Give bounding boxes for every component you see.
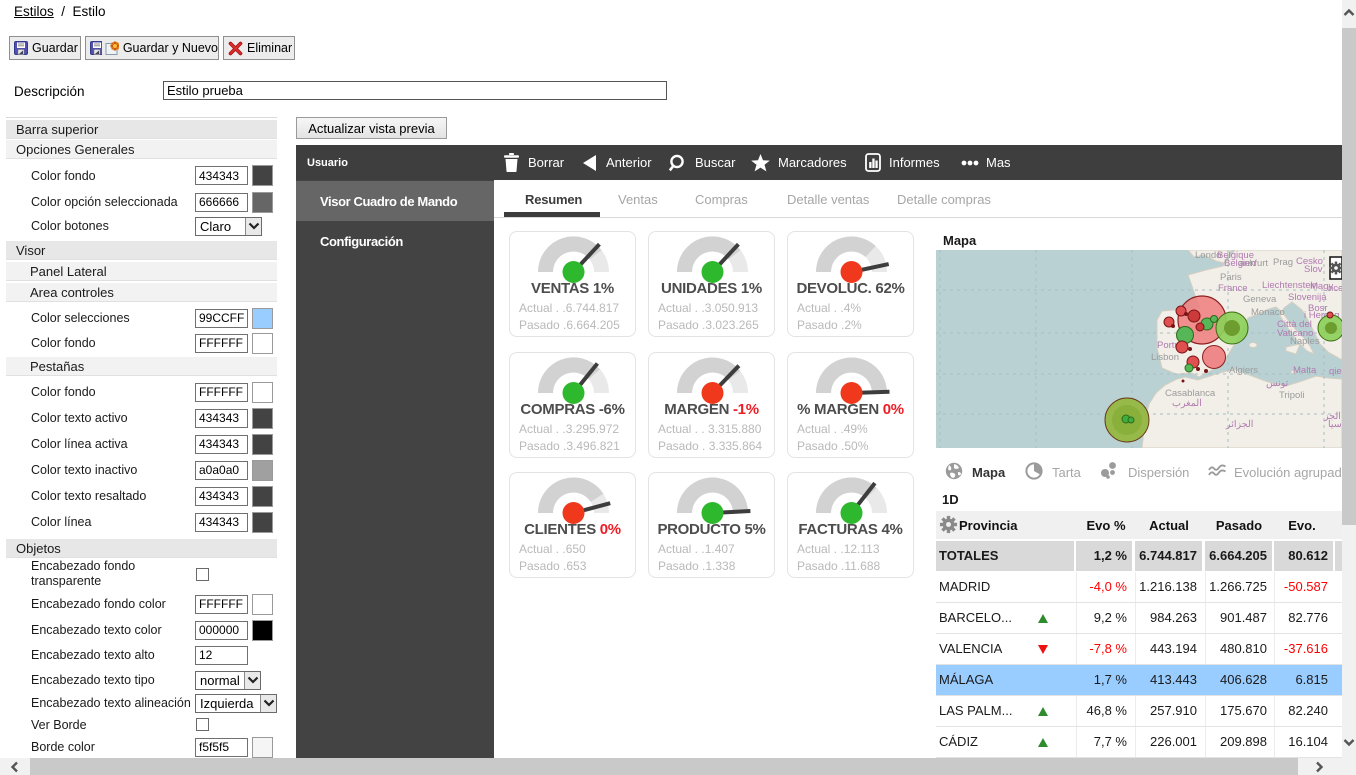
svg-text:Portu: Portu: [1157, 340, 1180, 351]
svg-text:Tripoli: Tripoli: [1279, 390, 1305, 401]
svg-text:Paris: Paris: [1220, 272, 1242, 283]
svg-text:Naples: Naples: [1290, 336, 1320, 347]
svg-text:France: France: [1218, 283, 1248, 294]
svg-text:Slovenija: Slovenija: [1288, 292, 1327, 303]
svg-text:Liechtenstein: Liechtenstein: [1262, 280, 1318, 291]
svg-text:الجزائر: الجزائر: [1225, 419, 1253, 430]
svg-text:Monaco: Monaco: [1251, 307, 1285, 318]
svg-text:i Herceg: i Herceg: [1304, 310, 1339, 321]
svg-text:Prag: Prag: [1273, 257, 1293, 268]
svg-text:Magy: Magy: [1310, 281, 1333, 292]
svg-text:nce: nce: [1328, 283, 1342, 294]
svg-text:Geneva: Geneva: [1243, 294, 1277, 305]
svg-text:Cesko: Cesko: [1296, 256, 1323, 267]
svg-text:Bosr: Bosr: [1308, 303, 1328, 314]
svg-text:الجز: الجز: [1323, 411, 1341, 422]
svg-text:Belgique: Belgique: [1217, 250, 1254, 261]
svg-text:ankfurt: ankfurt: [1239, 258, 1268, 269]
svg-text:Slov: Slov: [1304, 264, 1323, 275]
svg-text:المغرب: المغرب: [1172, 398, 1202, 409]
svg-text:Belgien: Belgien: [1224, 258, 1256, 269]
svg-text:Londo: Londo: [1195, 250, 1221, 261]
svg-text:Casablanca: Casablanca: [1165, 388, 1216, 399]
svg-text:Algiers: Algiers: [1229, 365, 1258, 376]
svg-text:سيا: سيا: [1328, 419, 1342, 430]
svg-text:Città del: Città del: [1277, 319, 1312, 330]
svg-text:Malta: Malta: [1293, 365, 1317, 376]
svg-text:تونس: تونس: [1266, 378, 1289, 389]
svg-text:Lisbon: Lisbon: [1151, 352, 1179, 363]
svg-text:qier: qier: [1329, 366, 1342, 377]
svg-text:Vaticano: Vaticano: [1277, 328, 1313, 339]
